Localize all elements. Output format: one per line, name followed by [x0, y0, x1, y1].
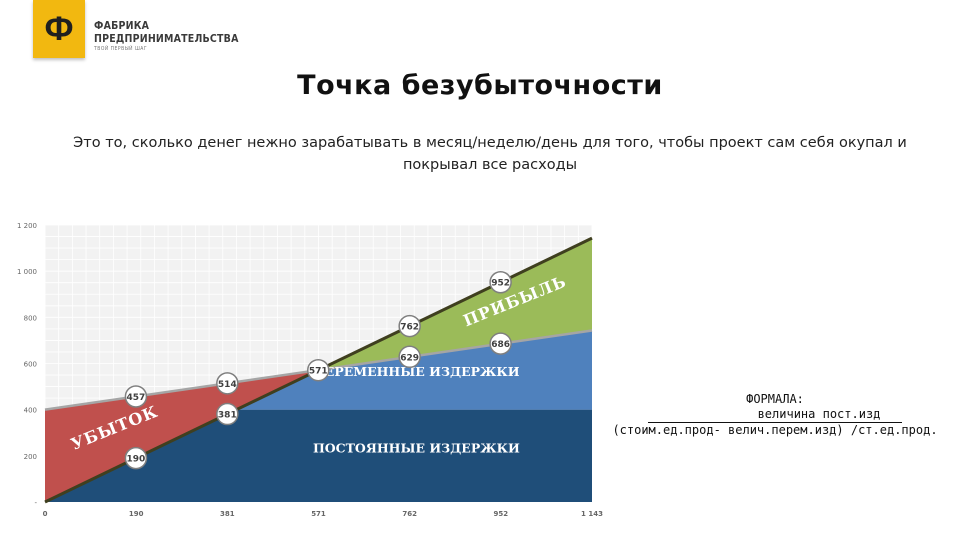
y-tick-label: -	[34, 499, 37, 507]
brand-name: ФАБРИКА ПРЕДПРИНИМАТЕЛЬСТВА ТВОЙ ПЕРВЫЙ …	[94, 20, 239, 53]
value-marker	[124, 385, 148, 408]
x-tick-label: 762	[402, 510, 417, 518]
brand-tagline: ТВОЙ ПЕРВЫЙ ШАГ	[94, 46, 148, 52]
profit-area	[318, 238, 592, 371]
fixed-costs-label: ПОСТОЯННЫЕ ИЗДЕРЖКИ	[313, 440, 520, 455]
x-tick-label: 571	[311, 510, 326, 518]
value-label: 190	[127, 455, 146, 465]
brand-line-2: ПРЕДПРИНИМАТЕЛЬСТВА	[94, 33, 239, 45]
formula-denominator: (стоим.ед.прод- велич.перем.изд) /ст.ед.…	[612, 423, 938, 437]
value-label: 571	[309, 367, 328, 377]
variable-costs-label: ПЕРЕМЕННЫЕ ИЗДЕРЖКИ	[313, 364, 520, 379]
value-marker	[398, 314, 421, 338]
value-label: 762	[400, 323, 419, 333]
y-tick-label: 200	[24, 453, 37, 461]
value-marker	[216, 372, 239, 395]
x-tick-label: 1 143	[581, 510, 603, 518]
slide-title: Точка безубыточности	[297, 70, 663, 101]
slide-subtitle: Это то, сколько денег нежно зарабатывать…	[73, 135, 907, 173]
value-marker	[398, 345, 421, 369]
y-tick-label: 1 000	[17, 268, 37, 276]
formula-block: ФОРМАЛА: величина пост.изд (стоим.ед.про…	[595, 392, 955, 438]
value-label: 629	[400, 353, 419, 363]
x-tick-label: 381	[220, 510, 235, 518]
value-label: 952	[491, 279, 510, 289]
formula-numerator: величина пост.изд	[647, 407, 903, 423]
value-label: 381	[218, 411, 237, 421]
value-marker	[307, 358, 330, 382]
y-tick-label: 600	[24, 361, 37, 369]
value-marker	[124, 446, 148, 470]
value-marker	[489, 332, 512, 355]
y-tick-label: 1 200	[17, 222, 37, 230]
value-label: 514	[218, 380, 237, 390]
value-label: 686	[491, 340, 510, 350]
formula-label: ФОРМАЛА:	[746, 392, 804, 406]
value-label: 457	[127, 393, 146, 403]
y-tick-label: 800	[24, 314, 37, 322]
y-tick-label: 400	[24, 407, 37, 415]
x-tick-label: 952	[494, 510, 509, 518]
value-marker	[489, 270, 512, 294]
x-tick-label: 0	[43, 510, 48, 518]
brand-line-1: ФАБРИКА	[94, 20, 150, 32]
logo-glyph: Ф	[44, 10, 74, 48]
value-marker	[216, 402, 239, 426]
logo: Ф	[33, 0, 85, 58]
break-even-chart: - 200 400 600 800 1 000 1 200 0 190 381 571 762 952 1…	[17, 222, 603, 518]
x-tick-label: 190	[129, 510, 144, 518]
